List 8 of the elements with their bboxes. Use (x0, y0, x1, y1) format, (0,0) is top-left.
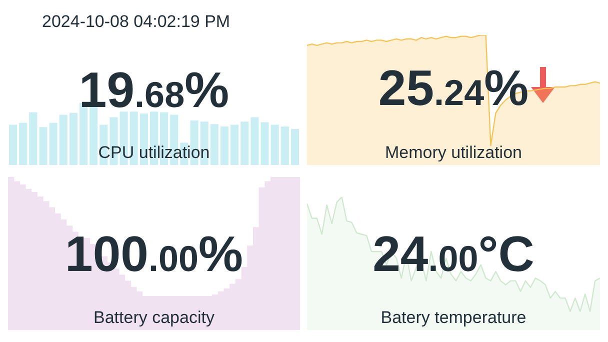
text: 2024-10-08 04:02:19 PM (42, 12, 230, 32)
chart-title: 19.68% (78, 62, 230, 120)
x-axis-title: Batery temperature (380, 308, 528, 328)
text: 24.00°C (372, 226, 536, 284)
text: 100.00% (64, 226, 244, 284)
x-axis-title: CPU utilization (97, 143, 211, 163)
x-axis-title: Battery capacity (92, 308, 216, 328)
x-axis-title: Memory utilization (384, 143, 523, 163)
